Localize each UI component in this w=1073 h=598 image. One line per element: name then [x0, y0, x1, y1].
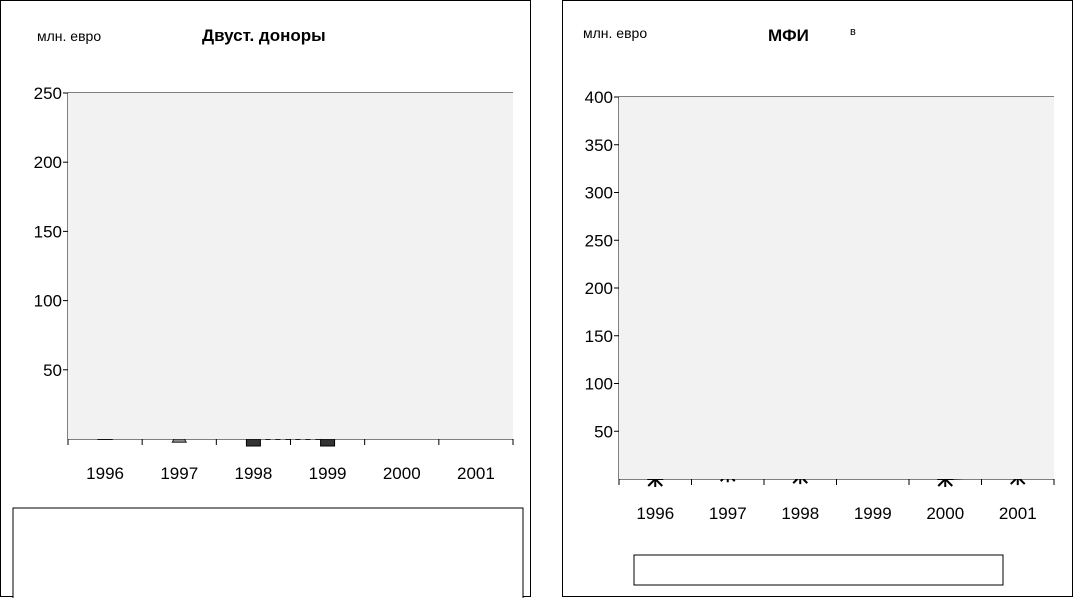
plot-area	[619, 97, 1054, 479]
y-tick-label: 100	[585, 375, 613, 394]
y-tick-label: 350	[585, 136, 613, 155]
unit-label: млн. евро	[583, 25, 647, 41]
y-tick-label: 300	[585, 184, 613, 203]
x-tick-label: 1997	[160, 464, 198, 483]
x-tick-label: 2001	[457, 464, 495, 483]
x-tick-label: 2000	[926, 504, 964, 523]
y-tick-label: 250	[34, 84, 62, 103]
y-tick-label: 100	[34, 292, 62, 311]
legend-box	[633, 554, 1004, 586]
chart-panel-mfi: Рег. ЦВЕ/ВЕКЦАВЕКЦА200120001999199819971…	[562, 0, 1073, 597]
chart-title: МФИ	[768, 26, 809, 45]
y-tick-label: 150	[585, 327, 613, 346]
unit-label: млн. евро	[37, 28, 101, 44]
x-tick-label: 1999	[309, 464, 347, 483]
chart-svg-mfi: Рег. ЦВЕ/ВЕКЦАВЕКЦА200120001999199819971…	[583, 25, 1055, 586]
chart-svg-bilateral: ВЕКЦА - ЕС (б)Рег. ЦВЕ/ВЕКЦАВЕКЦА (а)200…	[12, 26, 524, 598]
y-tick-label: 200	[585, 279, 613, 298]
y-tick-label: 200	[34, 153, 62, 172]
chart-title: Двуст. доноры	[202, 26, 326, 45]
x-tick-label: 1997	[709, 504, 747, 523]
legend-box	[12, 507, 524, 598]
y-tick-label: 250	[585, 231, 613, 250]
chart-title-superscript: в	[850, 26, 856, 38]
y-tick-label: 400	[585, 88, 613, 107]
plot-area	[68, 93, 513, 439]
chart-panel-bilateral: ВЕКЦА - ЕС (б)Рег. ЦВЕ/ВЕКЦАВЕКЦА (а)200…	[0, 0, 531, 598]
y-tick-label: 150	[34, 222, 62, 241]
x-tick-label: 1996	[636, 504, 674, 523]
x-tick-label: 1998	[235, 464, 273, 483]
x-tick-label: 1998	[781, 504, 819, 523]
x-tick-label: 2001	[999, 504, 1037, 523]
y-tick-label: 50	[43, 361, 62, 380]
y-tick-label: 50	[594, 422, 613, 441]
x-tick-label: 1999	[854, 504, 892, 523]
x-tick-label: 2000	[383, 464, 421, 483]
x-tick-label: 1996	[86, 464, 124, 483]
